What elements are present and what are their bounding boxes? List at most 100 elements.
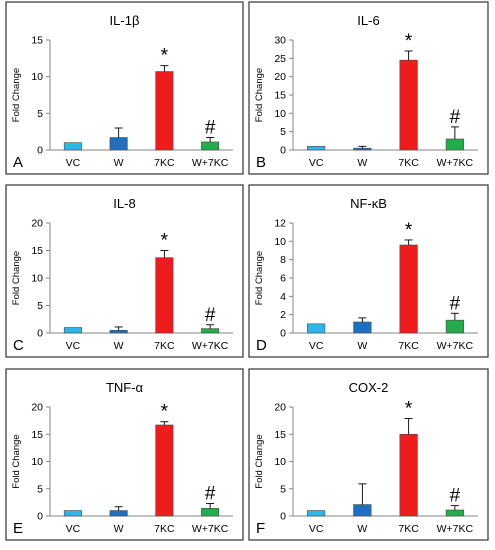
bar-vc [307, 323, 326, 334]
x-tick-label: W [114, 157, 124, 169]
x-tick-label: 7KC [398, 340, 419, 352]
y-axis-label: Fold Change [254, 251, 265, 305]
bar-w [353, 321, 372, 334]
x-tick-label: W [357, 523, 367, 535]
bar-w-7kc [201, 508, 220, 517]
significance-asterisk: * [405, 31, 413, 52]
chart-title: IL-8 [113, 196, 135, 211]
y-tick-label: 20 [31, 218, 43, 230]
bar-7kc [155, 424, 174, 517]
significance-hash: # [205, 305, 216, 326]
bar-w-7kc [445, 138, 464, 151]
panel-letter: A [13, 154, 23, 171]
y-tick-label: 10 [31, 273, 43, 285]
bar-7kc [399, 433, 418, 517]
panel-letter: B [256, 154, 266, 171]
y-tick-label: 15 [31, 245, 43, 257]
y-tick-label: 5 [280, 483, 286, 495]
x-tick-label: W+7KC [192, 523, 229, 535]
bar-w-7kc [445, 509, 464, 517]
significance-hash: # [450, 486, 461, 507]
x-tick-label: VC [309, 340, 324, 352]
significance-hash: # [205, 118, 216, 139]
chart-panel-e: TNF-α Fold Change 0 5 10 15 20 VC W * 7KC # W+7KC E [5, 368, 244, 541]
panel-letter: D [256, 337, 267, 354]
y-tick-label: 0 [37, 328, 43, 340]
bar-7kc [155, 257, 174, 334]
x-tick-label: W [114, 523, 124, 535]
y-tick-label: 5 [37, 483, 43, 495]
y-tick-label: 5 [37, 108, 43, 120]
y-tick-label: 20 [274, 402, 286, 414]
panel-letter: C [13, 337, 24, 354]
chart-panel-d: NF-κB Fold Change 0 2 4 6 8 10 12 VC W * 7KC # W+7KC D [248, 184, 489, 358]
significance-asterisk: * [161, 402, 169, 423]
x-tick-label: W+7KC [192, 340, 229, 352]
significance-asterisk: * [161, 231, 169, 252]
bar-vc [307, 510, 326, 517]
y-tick-label: 4 [280, 291, 286, 303]
y-tick-label: 2 [280, 309, 286, 321]
y-tick-label: 30 [274, 35, 286, 47]
chart-panel-b: IL-6 Fold Change 0 5 10 15 20 25 30 VC W * 7KC # W+7KC… [248, 1, 489, 175]
bar-vc [307, 146, 326, 151]
significance-asterisk: * [161, 46, 169, 67]
bar-vc [63, 327, 82, 334]
significance-hash: # [450, 107, 461, 128]
chart-title: NF-κB [350, 196, 387, 211]
y-tick-label: 15 [31, 429, 43, 441]
x-tick-label: W [357, 340, 367, 352]
y-tick-label: 0 [37, 145, 43, 157]
x-tick-label: 7KC [398, 157, 419, 169]
y-tick-label: 10 [274, 236, 286, 248]
x-tick-label: 7KC [398, 523, 419, 535]
bar-w [109, 137, 128, 151]
x-tick-label: W+7KC [437, 157, 474, 169]
bar-vc [63, 510, 82, 517]
x-tick-label: VC [66, 157, 81, 169]
y-axis-label: Fold Change [11, 434, 22, 488]
chart-panel-f: COX-2 Fold Change 0 5 10 15 20 VC W * 7KC # W+7KC F [248, 368, 489, 541]
bar-w-7kc [445, 319, 464, 334]
significance-hash: # [450, 293, 461, 314]
x-tick-label: VC [66, 340, 81, 352]
y-tick-label: 0 [37, 511, 43, 523]
y-tick-label: 10 [274, 108, 286, 120]
x-tick-label: W [357, 157, 367, 169]
x-tick-label: VC [66, 523, 81, 535]
x-tick-label: W+7KC [192, 157, 229, 169]
y-tick-label: 6 [280, 273, 286, 285]
chart-title: TNF-α [106, 380, 144, 395]
y-tick-label: 10 [31, 456, 43, 468]
y-tick-label: 0 [280, 511, 286, 523]
y-axis-label: Fold Change [254, 434, 265, 488]
chart-panel-a: IL-1β Fold Change 0 5 10 15 VC W * 7KC # W+7KC A [5, 1, 244, 175]
significance-asterisk: * [405, 220, 413, 241]
x-tick-label: VC [309, 157, 324, 169]
y-tick-label: 0 [280, 328, 286, 340]
x-tick-label: 7KC [154, 157, 175, 169]
y-axis-label: Fold Change [11, 68, 22, 122]
x-tick-label: 7KC [154, 523, 175, 535]
chart-panel-c: IL-8 Fold Change 0 5 10 15 20 VC W * 7KC # W+7KC C [5, 184, 244, 358]
panel-letter: E [13, 520, 23, 537]
x-tick-label: 7KC [154, 340, 175, 352]
bar-7kc [155, 71, 174, 151]
significance-hash: # [205, 483, 216, 504]
y-tick-label: 10 [274, 456, 286, 468]
bar-7kc [399, 244, 418, 334]
y-tick-label: 15 [31, 35, 43, 47]
chart-title: IL-1β [110, 13, 140, 28]
bar-7kc [399, 59, 418, 151]
y-tick-label: 25 [274, 53, 286, 65]
y-tick-label: 20 [274, 71, 286, 83]
y-tick-label: 5 [280, 126, 286, 138]
y-axis-label: Fold Change [11, 251, 22, 305]
y-tick-label: 15 [274, 429, 286, 441]
y-tick-label: 0 [280, 145, 286, 157]
y-tick-label: 20 [31, 402, 43, 414]
chart-title: IL-6 [357, 13, 379, 28]
y-tick-label: 10 [31, 71, 43, 83]
y-tick-label: 12 [274, 218, 286, 230]
